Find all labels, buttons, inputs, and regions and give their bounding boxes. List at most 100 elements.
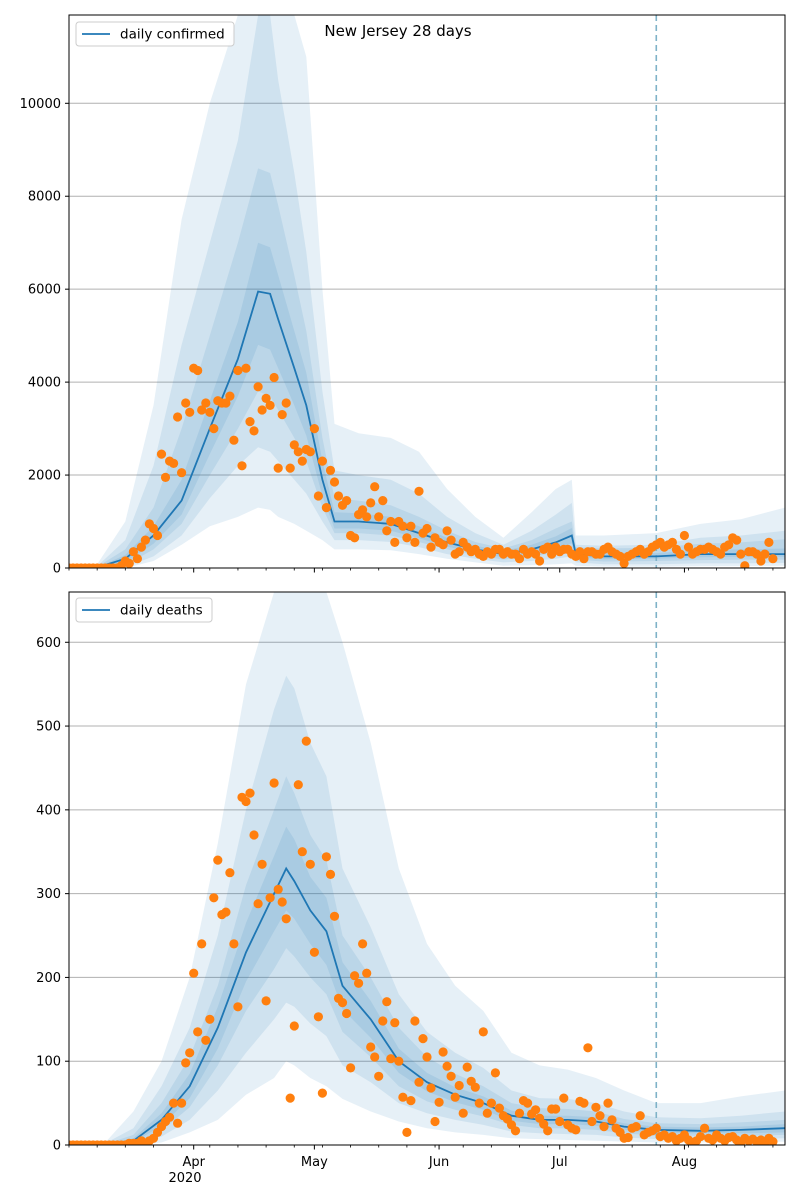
observed-point	[683, 542, 694, 552]
observed-point	[269, 372, 279, 383]
observed-point	[494, 1103, 504, 1113]
observed-point	[679, 530, 690, 541]
observed-point	[362, 512, 372, 522]
observed-point	[587, 1116, 597, 1127]
observed-point	[430, 1116, 440, 1127]
observed-point	[305, 447, 315, 457]
observed-point	[486, 1098, 496, 1108]
observed-point	[651, 1123, 661, 1133]
observed-point	[241, 363, 251, 373]
observed-point	[551, 1104, 561, 1114]
observed-point	[458, 1108, 468, 1118]
observed-point	[514, 1108, 525, 1118]
observed-point	[173, 412, 183, 422]
observed-point	[160, 472, 171, 482]
observed-point	[410, 1016, 420, 1026]
chart-title: New Jersey 28 days	[324, 22, 471, 40]
observed-point	[261, 996, 271, 1006]
observed-point	[414, 1077, 424, 1087]
observed-point	[615, 551, 625, 562]
observed-point	[281, 914, 291, 924]
observed-point	[547, 549, 557, 559]
observed-point	[245, 788, 255, 798]
observed-point	[378, 1016, 388, 1026]
observed-point	[539, 1119, 549, 1129]
uncertainty-band	[69, 675, 785, 1145]
legend-box	[75, 21, 235, 47]
observed-point	[317, 456, 327, 466]
observed-point	[406, 521, 416, 531]
observed-point	[410, 537, 420, 548]
observed-point	[293, 780, 303, 790]
observed-point	[490, 1068, 500, 1078]
observed-point	[177, 1098, 187, 1108]
observed-point	[354, 978, 364, 988]
observed-point	[406, 1096, 416, 1106]
y-tick-label: 600	[36, 636, 61, 651]
observed-point	[470, 1082, 480, 1092]
observed-point	[342, 496, 352, 506]
observed-point	[321, 503, 331, 513]
observed-point	[414, 486, 424, 496]
observed-point	[531, 549, 541, 559]
observed-point	[225, 868, 235, 878]
y-axis: 0 2000 4000 6000 8000 10000	[20, 97, 69, 577]
legend-label: daily deaths	[120, 603, 203, 619]
observed-point	[390, 1018, 400, 1028]
observed-point	[152, 530, 163, 541]
observed-point	[201, 398, 211, 408]
observed-point	[478, 1027, 488, 1037]
observed-point	[181, 398, 191, 408]
observed-point	[213, 855, 223, 865]
x-axis: Apr May Jun Jul Aug	[68, 1145, 774, 1170]
observed-point	[607, 1115, 617, 1125]
uncertainty-band	[69, 15, 785, 568]
observed-point	[277, 410, 287, 420]
observed-point	[229, 939, 239, 949]
observed-point	[442, 526, 452, 536]
observed-point	[543, 1126, 553, 1136]
observed-point	[446, 535, 456, 545]
observed-point	[442, 1061, 452, 1071]
observed-point	[237, 461, 247, 471]
observed-point	[426, 542, 436, 552]
observed-point	[177, 468, 187, 478]
observed-point	[454, 547, 464, 557]
observed-point	[221, 907, 231, 917]
observed-point	[619, 558, 629, 568]
observed-point	[245, 417, 255, 427]
observed-point	[350, 533, 360, 543]
observed-point	[325, 869, 336, 880]
observed-point	[313, 491, 323, 501]
x-tick-label: Apr	[182, 1155, 205, 1170]
x-axis-ticks	[68, 568, 774, 573]
observed-point	[321, 852, 331, 862]
observed-point	[225, 391, 235, 401]
observed-point	[333, 491, 344, 501]
observed-point	[241, 796, 251, 807]
observed-point	[756, 556, 766, 566]
observed-point	[305, 859, 315, 869]
observed-point	[438, 1047, 448, 1057]
observed-point	[281, 398, 291, 408]
observed-point	[128, 547, 138, 557]
uncertainty-band	[69, 592, 785, 1145]
observed-point	[309, 947, 319, 957]
observed-point	[531, 1105, 541, 1115]
observed-point	[454, 1080, 464, 1091]
y-tick-label: 0	[53, 1139, 61, 1154]
observed-point	[185, 407, 195, 417]
y-tick-label: 400	[36, 803, 61, 818]
observed-point	[249, 830, 259, 840]
observed-point	[631, 1122, 641, 1132]
observed-point	[386, 516, 396, 527]
y-tick-label: 4000	[28, 376, 61, 391]
observed-point	[575, 547, 585, 557]
observed-point	[329, 911, 340, 921]
observed-point	[362, 968, 372, 978]
observed-point	[474, 1098, 484, 1108]
axes-frame	[68, 591, 786, 1146]
observed-point	[148, 523, 159, 534]
observed-point	[249, 426, 259, 436]
